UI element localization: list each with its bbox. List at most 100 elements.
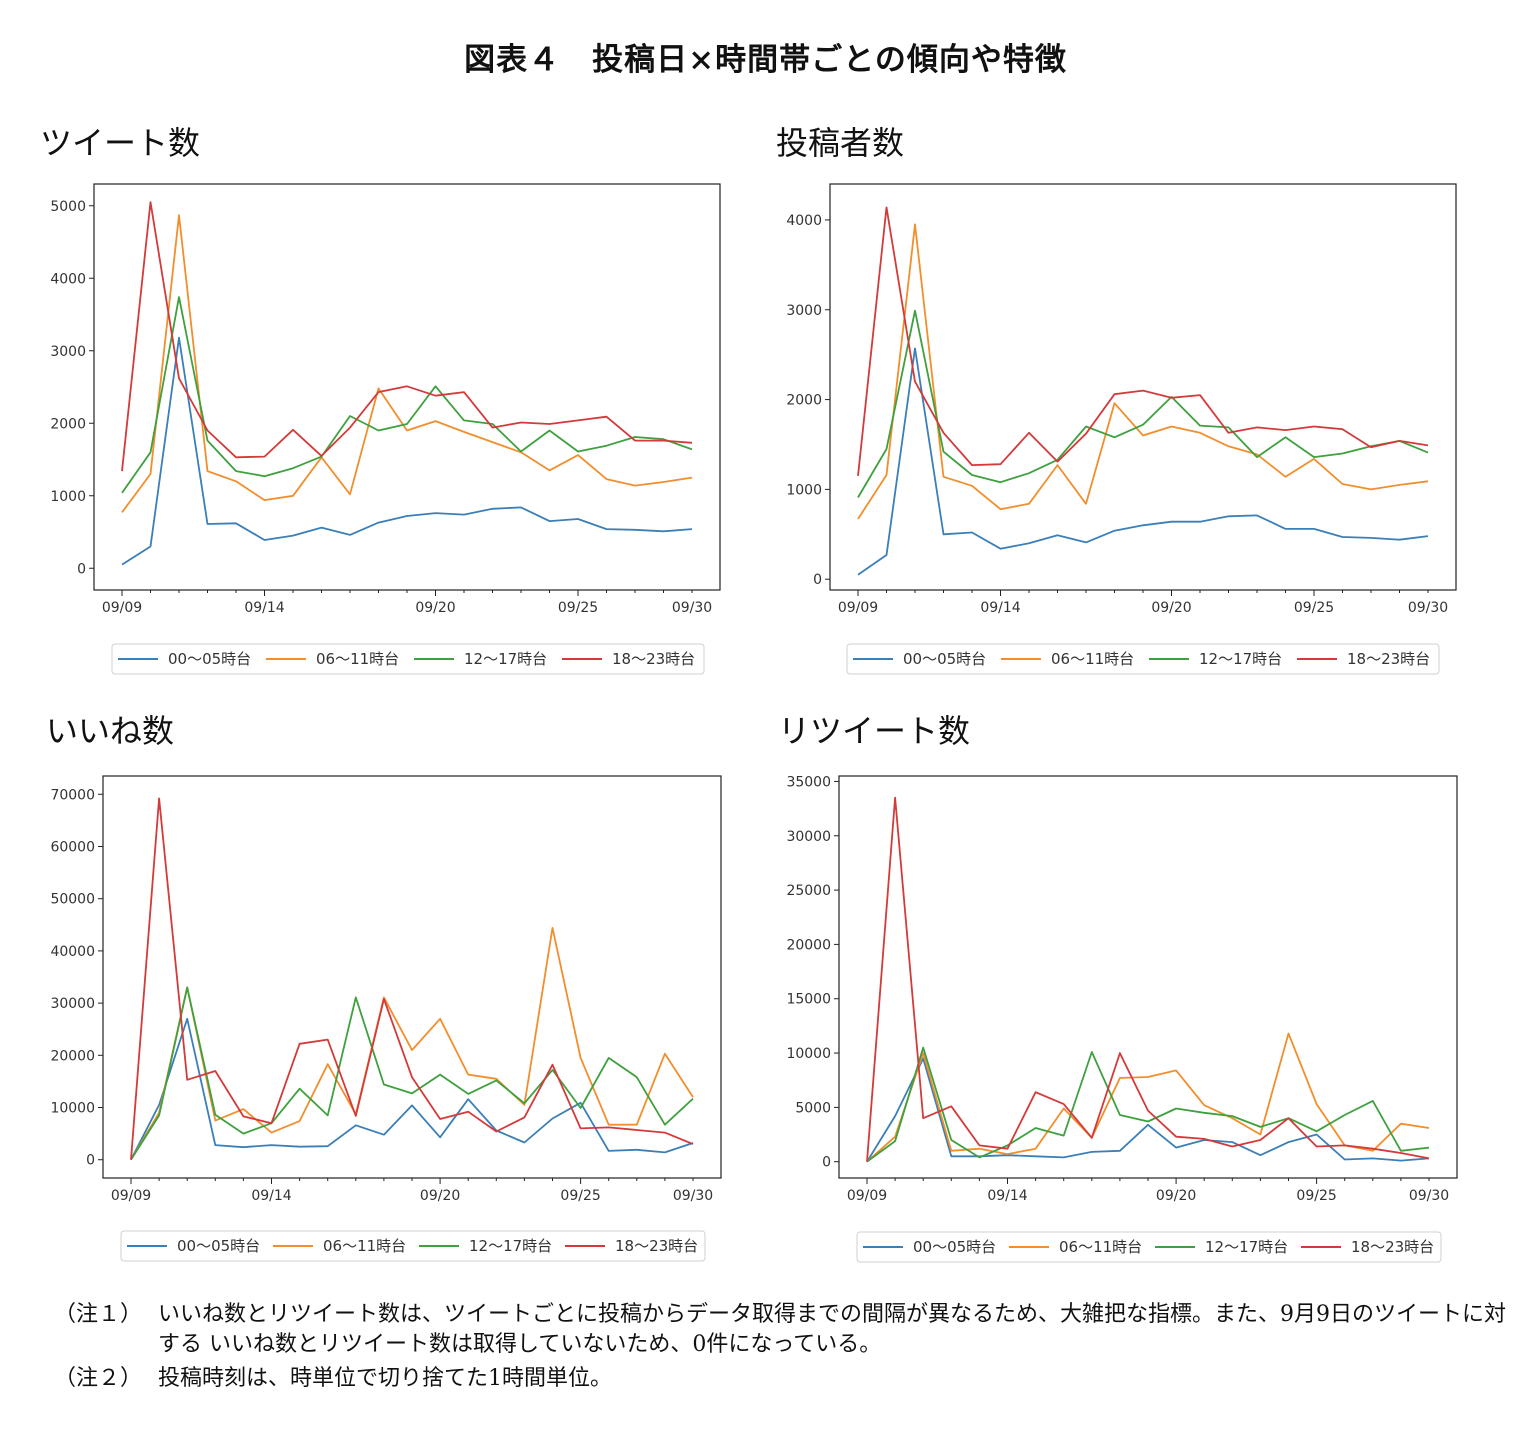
y-tick-label: 40000 xyxy=(50,944,95,960)
legend-label-2: 12～17時台 xyxy=(1205,1238,1288,1256)
chart-title-retweets: リツイート数 xyxy=(778,712,971,750)
note-2-text: 投稿時刻は、時単位で切り捨てた1時間単位。 xyxy=(158,1366,612,1391)
series-line-1 xyxy=(121,214,693,513)
legend-label-3: 18～23時台 xyxy=(1347,650,1430,668)
x-tick-label: 09/09 xyxy=(847,1188,887,1204)
chart-title-posters: 投稿者数 xyxy=(776,124,905,162)
legend-box xyxy=(111,643,705,675)
plot-frame xyxy=(102,775,722,1179)
note-1-label: （注１） xyxy=(54,1302,143,1327)
legend-label-1: 06～11時台 xyxy=(316,650,399,668)
plot-frame xyxy=(829,183,1457,591)
x-tick-label: 09/30 xyxy=(1409,1188,1449,1204)
y-tick-label: 10000 xyxy=(50,1101,95,1117)
legend-label-2: 12～17時台 xyxy=(464,650,547,668)
chart-1: 0 1000 2000 3000 4000 09/09 09/14 09/20 09/25 09/… xyxy=(786,183,1457,675)
y-tick-label: 30000 xyxy=(786,829,831,845)
y-tick-label: 0 xyxy=(77,561,86,577)
legend-label-0: 00～05時台 xyxy=(903,650,986,668)
series-line-3 xyxy=(121,201,693,472)
y-tick-label: 0 xyxy=(822,1155,831,1171)
x-tick-label: 09/30 xyxy=(672,600,712,616)
series-line-2 xyxy=(130,986,694,1161)
x-tick-label: 09/20 xyxy=(420,1188,460,1204)
legend-box xyxy=(120,1230,706,1262)
y-tick-label: 60000 xyxy=(50,839,95,855)
y-tick-label: 2000 xyxy=(50,416,86,432)
y-tick-label: 20000 xyxy=(50,1048,95,1064)
series-line-3 xyxy=(866,796,1430,1162)
x-tick-label: 09/25 xyxy=(558,600,598,616)
note-2-label: （注２） xyxy=(54,1366,143,1391)
legend-label-1: 06～11時台 xyxy=(1059,1238,1142,1256)
chart-title-tweets: ツイート数 xyxy=(40,124,201,162)
series-line-2 xyxy=(866,1046,1430,1163)
note-1-text: いいね数とリツイート数は、ツイートごとに投稿からデータ取得までの間隔が異なるため… xyxy=(158,1302,1506,1357)
plot-frame xyxy=(838,775,1458,1179)
legend-label-2: 12～17時台 xyxy=(1199,650,1282,668)
y-tick-label: 10000 xyxy=(786,1046,831,1062)
chart-0: 0 1000 2000 3000 4000 5000 09/09 09/14 09/20 09/2… xyxy=(50,183,721,675)
series-line-2 xyxy=(857,309,1429,498)
x-tick-label: 09/30 xyxy=(673,1188,713,1204)
x-tick-label: 09/09 xyxy=(102,600,142,616)
y-tick-label: 30000 xyxy=(50,996,95,1012)
legend: 00～05時台 06～11時台 12～17時台 18～23時台 xyxy=(856,1231,1442,1263)
y-tick-label: 1000 xyxy=(786,482,822,498)
y-tick-label: 0 xyxy=(813,572,822,588)
series-line-0 xyxy=(857,347,1429,576)
y-tick-label: 15000 xyxy=(786,992,831,1008)
series-line-3 xyxy=(857,206,1429,476)
y-tick-label: 3000 xyxy=(786,303,822,319)
x-tick-label: 09/14 xyxy=(980,600,1020,616)
x-tick-label: 09/09 xyxy=(838,600,878,616)
series-line-1 xyxy=(857,223,1429,520)
legend: 00～05時台 06～11時台 12～17時台 18～23時台 xyxy=(120,1230,706,1262)
y-tick-label: 5000 xyxy=(795,1100,831,1116)
y-tick-label: 70000 xyxy=(50,787,95,803)
y-tick-label: 20000 xyxy=(786,937,831,953)
y-tick-label: 2000 xyxy=(786,393,822,409)
series-line-1 xyxy=(130,927,694,1161)
series-line-0 xyxy=(121,336,693,566)
x-tick-label: 09/20 xyxy=(415,600,455,616)
note-2: （注２） 投稿時刻は、時単位で切り捨てた1時間単位。 xyxy=(54,1364,1518,1394)
charts-canvas: 0 1000 2000 3000 4000 5000 09/09 09/14 09/20 09/2… xyxy=(50,183,1458,1263)
x-tick-label: 09/20 xyxy=(1151,600,1191,616)
legend-label-3: 18～23時台 xyxy=(612,650,695,668)
legend-label-3: 18～23時台 xyxy=(615,1237,698,1255)
legend-box xyxy=(846,643,1440,675)
legend-label-1: 06～11時台 xyxy=(323,1237,406,1255)
y-tick-label: 35000 xyxy=(786,774,831,790)
x-tick-label: 09/14 xyxy=(251,1188,291,1204)
chart-3: 0 5000 10000 15000 20000 25000 30000 35000 09/09… xyxy=(786,774,1458,1263)
x-tick-label: 09/25 xyxy=(560,1188,600,1204)
y-tick-label: 4000 xyxy=(50,271,86,287)
x-tick-label: 09/09 xyxy=(111,1188,151,1204)
note-1: （注１） いいね数とリツイート数は、ツイートごとに投稿からデータ取得までの間隔が… xyxy=(54,1300,1518,1360)
y-tick-label: 4000 xyxy=(786,213,822,229)
x-tick-label: 09/25 xyxy=(1294,600,1334,616)
series-line-0 xyxy=(866,1057,1430,1163)
x-tick-label: 09/25 xyxy=(1296,1188,1336,1204)
legend-label-2: 12～17時台 xyxy=(469,1237,552,1255)
y-tick-label: 1000 xyxy=(50,489,86,505)
x-tick-label: 09/20 xyxy=(1156,1188,1196,1204)
y-tick-label: 25000 xyxy=(786,883,831,899)
legend-label-0: 00～05時台 xyxy=(913,1238,996,1256)
x-tick-label: 09/30 xyxy=(1408,600,1448,616)
chart-title-likes: いいね数 xyxy=(46,712,175,750)
series-line-3 xyxy=(130,797,694,1160)
y-tick-label: 3000 xyxy=(50,344,86,360)
y-tick-label: 50000 xyxy=(50,892,95,908)
chart-2: 0 10000 20000 30000 40000 50000 60000 70000 09/0… xyxy=(50,775,722,1262)
legend-label-0: 00～05時台 xyxy=(177,1237,260,1255)
legend-label-0: 00～05時台 xyxy=(168,650,251,668)
series-line-1 xyxy=(866,1032,1430,1163)
legend-label-1: 06～11時台 xyxy=(1051,650,1134,668)
legend: 00～05時台 06～11時台 12～17時台 18～23時台 xyxy=(846,643,1440,675)
x-tick-label: 09/14 xyxy=(987,1188,1027,1204)
notes: （注１） いいね数とリツイート数は、ツイートごとに投稿からデータ取得までの間隔が… xyxy=(54,1300,1518,1394)
figure-title: 図表４ 投稿日×時間帯ごとの傾向や特徴 xyxy=(464,42,1067,78)
legend: 00～05時台 06～11時台 12～17時台 18～23時台 xyxy=(111,643,705,675)
